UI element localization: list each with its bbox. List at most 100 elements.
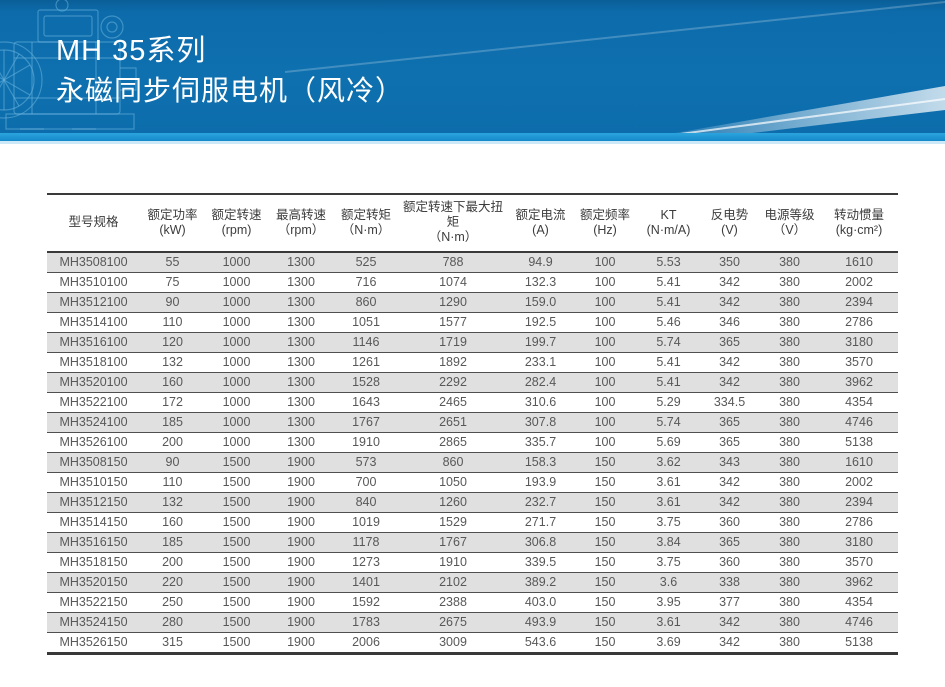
table-cell: 100	[573, 332, 637, 353]
table-cell: 2394	[820, 492, 898, 513]
table-cell: 334.5	[700, 392, 759, 413]
table-row: MH3520150 220 1500 1900 1401 2102 389.2 150 3.6 3…	[47, 572, 898, 593]
table-cell: 5.41	[637, 272, 700, 293]
table-cell: 233.1	[508, 352, 573, 373]
column-label: 额定电流	[515, 207, 566, 222]
table-cell: 573	[334, 452, 398, 473]
page-title: MH 35系列 永磁同步伺服电机（风冷）	[56, 34, 404, 108]
pale-divider-line	[0, 141, 945, 144]
table-cell: 1610	[820, 452, 898, 473]
table-row: MH3510150 110 1500 1900 700 1050 193.9 150 3.61 3…	[47, 472, 898, 493]
table-cell: 1290	[398, 292, 508, 313]
table-cell: 192.5	[508, 312, 573, 333]
column-label: 额定转速下最大扭矩	[402, 200, 503, 229]
table-cell: 3180	[820, 332, 898, 353]
table-cell: 2465	[398, 392, 508, 413]
table-cell: 380	[759, 412, 820, 433]
table-cell: 380	[759, 432, 820, 453]
table-cell: 346	[700, 312, 759, 333]
table-cell: 1610	[820, 251, 898, 273]
table-cell: 1000	[205, 312, 268, 333]
table-row: MH3518100 132 1000 1300 1261 1892 233.1 100 5.41…	[47, 352, 898, 373]
table-cell: 3009	[398, 632, 508, 654]
table-cell: MH3510150	[47, 472, 140, 493]
table-cell: 150	[573, 592, 637, 613]
table-cell: 338	[700, 572, 759, 593]
column-label: 额定转速	[211, 207, 262, 222]
table-cell: 3570	[820, 552, 898, 573]
hero-header: MH 35系列 永磁同步伺服电机（风冷）	[0, 0, 945, 133]
table-cell: 193.9	[508, 472, 573, 493]
table-cell: 5.29	[637, 392, 700, 413]
column-label: 额定转矩	[340, 207, 391, 222]
table-cell: 1500	[205, 492, 268, 513]
table-cell: 100	[573, 372, 637, 393]
table-cell: 380	[759, 392, 820, 413]
table-cell: 150	[573, 512, 637, 533]
table-cell: 232.7	[508, 492, 573, 513]
table-cell: MH3526150	[47, 632, 140, 654]
table-cell: 5.46	[637, 312, 700, 333]
table-cell: 150	[573, 572, 637, 593]
table-cell: 339.5	[508, 552, 573, 573]
table-cell: 158.3	[508, 452, 573, 473]
table-cell: 1300	[268, 251, 334, 273]
table-body: MH3508100 55 1000 1300 525 788 94.9 100 5.53 350 3…	[47, 251, 898, 654]
table-cell: 280	[140, 612, 205, 633]
table-cell: 1300	[268, 352, 334, 373]
table-cell: 3180	[820, 532, 898, 553]
column-header: 额定频率 (Hz)	[573, 194, 637, 253]
table-cell: 1050	[398, 472, 508, 493]
table-cell: MH3518100	[47, 352, 140, 373]
table-cell: 1910	[398, 552, 508, 573]
table-cell: 2865	[398, 432, 508, 453]
table-cell: 1178	[334, 532, 398, 553]
table-cell: 3.62	[637, 452, 700, 473]
table-cell: 380	[759, 552, 820, 573]
table-cell: 860	[398, 452, 508, 473]
table-cell: 380	[759, 532, 820, 553]
table-cell: MH3520100	[47, 372, 140, 393]
table-cell: 3.6	[637, 572, 700, 593]
table-cell: 342	[700, 472, 759, 493]
table-cell: 1500	[205, 632, 268, 654]
table-cell: 365	[700, 532, 759, 553]
table-cell: 365	[700, 332, 759, 353]
table-cell: 250	[140, 592, 205, 613]
column-label: 型号规格	[68, 215, 119, 229]
column-header: KT (N·m/A)	[637, 194, 700, 253]
table-cell: 1000	[205, 352, 268, 373]
table-cell: 100	[573, 412, 637, 433]
table-row: MH3514150 160 1500 1900 1019 1529 271.7 150 3.75…	[47, 512, 898, 533]
table-cell: 840	[334, 492, 398, 513]
table-cell: 132	[140, 352, 205, 373]
table-cell: 310.6	[508, 392, 573, 413]
table-cell: 1000	[205, 412, 268, 433]
table-cell: 4354	[820, 392, 898, 413]
table-cell: 365	[700, 432, 759, 453]
table-cell: 380	[759, 292, 820, 313]
table-cell: 160	[140, 512, 205, 533]
table-cell: MH3522150	[47, 592, 140, 613]
table-cell: MH3518150	[47, 552, 140, 573]
column-header: 电源等级 （V）	[759, 194, 820, 253]
table-cell: 543.6	[508, 632, 573, 654]
column-header: 额定转矩 （N·m）	[334, 194, 398, 253]
column-unit: (N·m/A)	[646, 222, 691, 237]
table-cell: 90	[140, 292, 205, 313]
table-cell: 342	[700, 272, 759, 293]
table-cell: 1529	[398, 512, 508, 533]
column-header: 额定转速下最大扭矩 （N·m）	[398, 194, 508, 253]
table-cell: 1300	[268, 392, 334, 413]
table-cell: 380	[759, 312, 820, 333]
column-label: 转动惯量	[833, 207, 884, 222]
table-cell: 342	[700, 492, 759, 513]
table-cell: 380	[759, 492, 820, 513]
table-cell: 150	[573, 612, 637, 633]
column-header: 转动惯量 (kg·cm²)	[820, 194, 898, 253]
table-cell: 132	[140, 492, 205, 513]
light-streaks	[284, 1, 945, 133]
table-cell: 2002	[820, 472, 898, 493]
table-cell: 360	[700, 552, 759, 573]
table-cell: 1261	[334, 352, 398, 373]
